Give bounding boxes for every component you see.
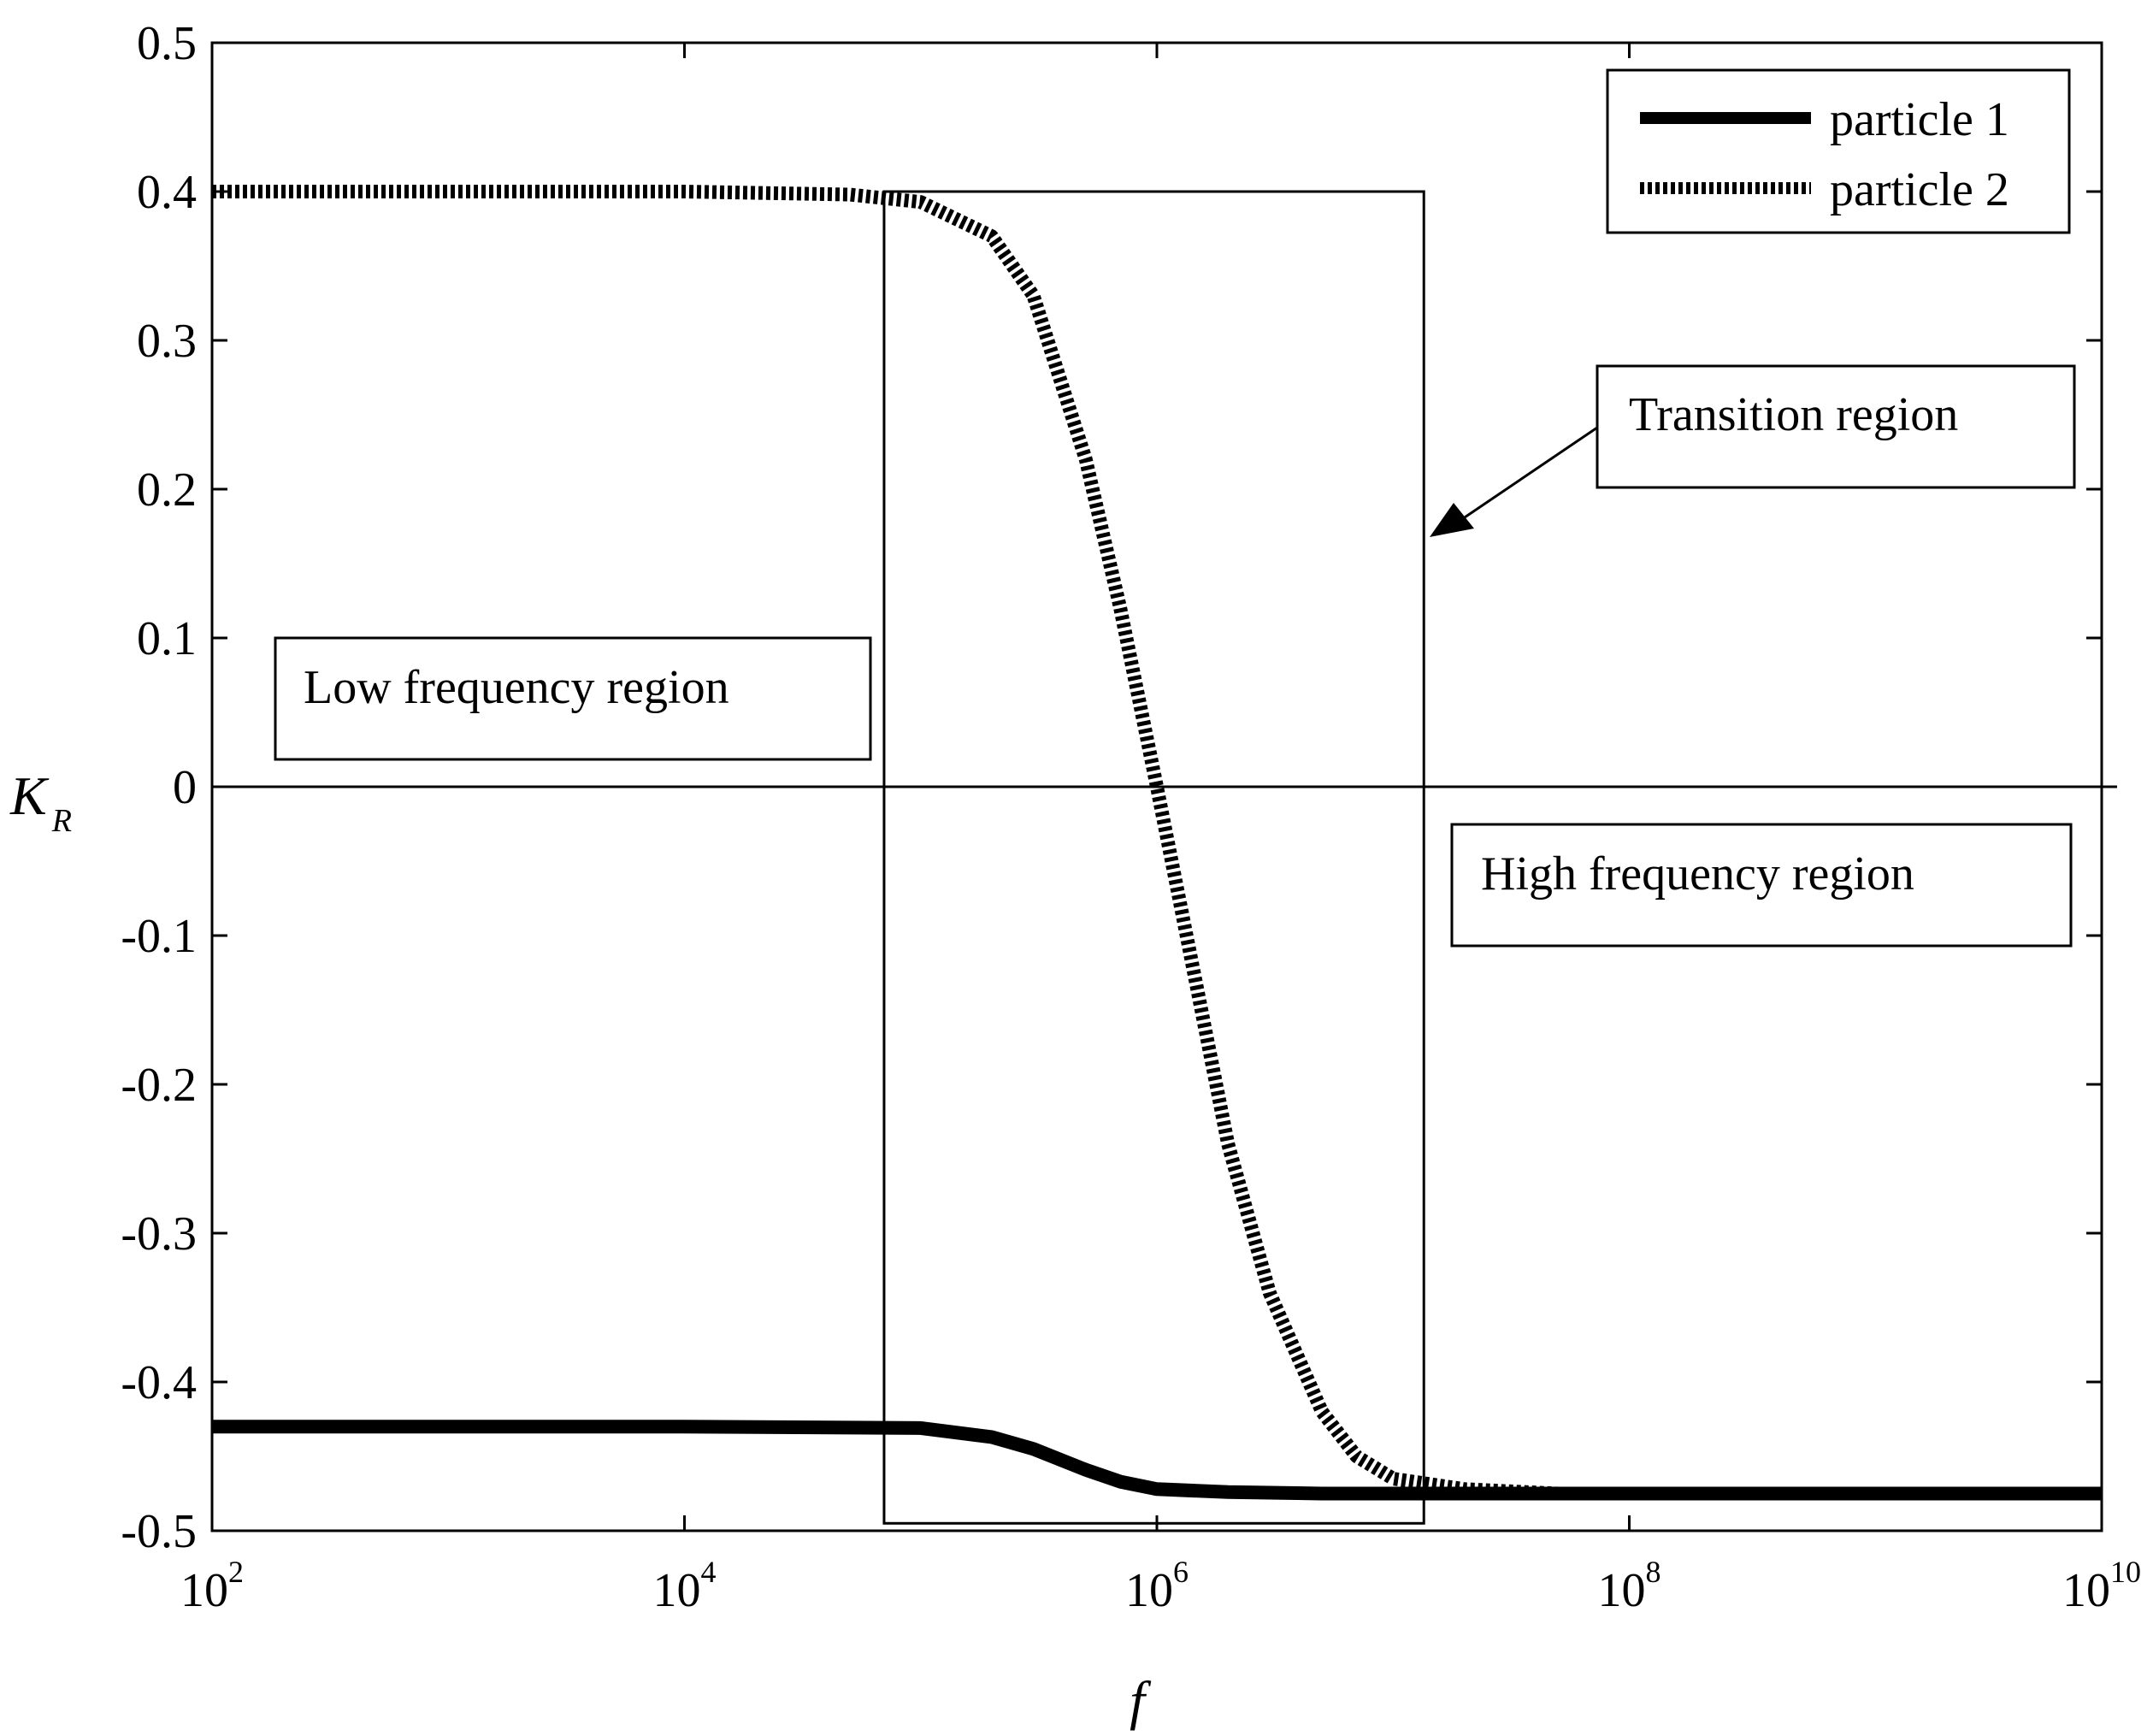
x-tick-label: 106 bbox=[1125, 1555, 1189, 1617]
annotation-low-frequency: Low frequency region bbox=[274, 636, 872, 761]
y-tick-label: -0.2 bbox=[121, 1059, 197, 1112]
annotation-arrow-shaft bbox=[1461, 426, 1598, 521]
annotation-high-frequency: High frequency region bbox=[1450, 823, 2073, 948]
y-tick-label: 0.5 bbox=[137, 17, 197, 70]
annotation-transition-region: Transition region bbox=[1430, 364, 2076, 537]
transition-region-box bbox=[882, 190, 1425, 1525]
y-tick-label: -0.1 bbox=[121, 910, 197, 963]
y-axis-ticks: 0.5 0.4 0.3 0.2 0.1 0 -0.1 -0.2 -0.3 -0.4 -0.5 bbox=[121, 17, 2102, 1558]
legend: particle 1 particle 2 bbox=[1606, 68, 2071, 234]
y-tick-label: 0.1 bbox=[137, 612, 197, 665]
y-tick-label: -0.3 bbox=[121, 1208, 197, 1261]
y-tick-label: 0 bbox=[173, 761, 197, 814]
annotation-arrow-head bbox=[1430, 503, 1474, 537]
annotation-label-low: Low frequency region bbox=[304, 661, 729, 714]
y-tick-label: 0.2 bbox=[137, 464, 197, 517]
series-line-particle-1 bbox=[212, 1420, 2102, 1501]
y-tick-label: 0.4 bbox=[137, 166, 197, 219]
x-axis-label: f bbox=[1130, 1670, 1152, 1731]
annotation-label-high: High frequency region bbox=[1481, 847, 1914, 900]
x-axis-ticks: 102 104 106 108 1010 bbox=[180, 43, 2141, 1617]
series-line-particle-2 bbox=[212, 185, 2102, 1501]
annotation-box-high bbox=[1450, 823, 2073, 948]
x-tick-label: 104 bbox=[653, 1555, 717, 1617]
y-tick-label: -0.4 bbox=[121, 1356, 197, 1409]
y-axis-label-main: K bbox=[9, 765, 50, 826]
annotation-label-transition: Transition region bbox=[1629, 388, 1958, 441]
y-axis-label-subscript: R bbox=[51, 803, 72, 839]
annotation-box-transition bbox=[1596, 364, 2076, 489]
x-tick-label: 1010 bbox=[2062, 1555, 2141, 1617]
x-tick-label: 108 bbox=[1598, 1555, 1661, 1617]
legend-label-particle-2: particle 2 bbox=[1830, 163, 2009, 216]
annotation-box-low bbox=[274, 636, 872, 761]
legend-label-particle-1: particle 1 bbox=[1830, 93, 2009, 146]
legend-box bbox=[1606, 68, 2071, 234]
x-tick-label: 102 bbox=[180, 1555, 244, 1617]
y-tick-label: -0.5 bbox=[121, 1505, 197, 1558]
y-tick-label: 0.3 bbox=[137, 315, 197, 368]
